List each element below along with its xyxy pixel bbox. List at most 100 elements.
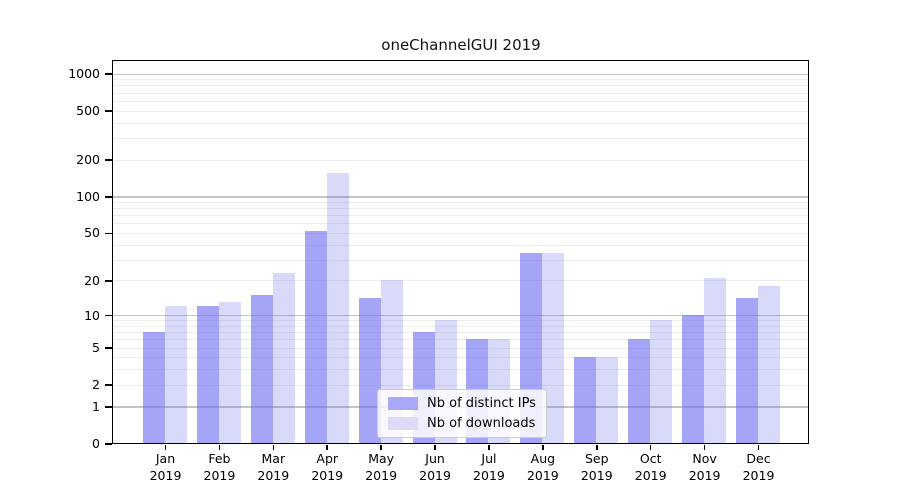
x-label-year: 2019 bbox=[365, 467, 398, 483]
gridline-y-1000 bbox=[113, 73, 808, 75]
gridline-y-40 bbox=[113, 244, 808, 246]
gridline-layer bbox=[113, 61, 808, 443]
x-tick-label-may-2019: May 2019 bbox=[341, 451, 421, 484]
x-label-year: 2019 bbox=[526, 467, 559, 483]
y-tick-2 bbox=[105, 384, 112, 386]
gridline-y-300 bbox=[113, 137, 808, 139]
gridline-y-60 bbox=[113, 223, 808, 225]
gridline-y-200 bbox=[113, 159, 808, 161]
bar-nb-of-distinct-ips-mar-2019 bbox=[250, 295, 273, 443]
bar-nb-of-downloads-oct-2019 bbox=[650, 320, 673, 443]
x-label-month: Dec bbox=[746, 451, 771, 466]
x-label-month: Jan bbox=[155, 451, 176, 466]
x-tick-dec-2019 bbox=[757, 445, 760, 450]
x-label-month: Sep bbox=[584, 451, 609, 466]
bar-nb-of-downloads-feb-2019 bbox=[218, 302, 241, 443]
gridline-y-10 bbox=[113, 315, 808, 317]
bar-nb-of-distinct-ips-jan-2019 bbox=[143, 332, 165, 443]
y-tick-label-1: 1 bbox=[92, 398, 100, 414]
x-tick-label-dec-2019: Dec 2019 bbox=[719, 451, 799, 484]
bar-nb-of-downloads-nov-2019 bbox=[704, 277, 727, 443]
bar-nb-of-distinct-ips-oct-2019 bbox=[628, 339, 651, 443]
gridline-y-3 bbox=[113, 369, 808, 371]
legend-label-nb-of-distinct-ips: Nb of distinct IPs bbox=[427, 396, 536, 411]
gridline-y-100 bbox=[113, 196, 808, 198]
x-tick-label-jul-2019: Jul 2019 bbox=[449, 451, 529, 484]
y-tick-label-5: 5 bbox=[92, 340, 100, 356]
x-label-year: 2019 bbox=[473, 467, 505, 483]
x-tick-jul-2019 bbox=[488, 445, 490, 450]
legend: Nb of distinct IPs Nb of downloads bbox=[377, 389, 547, 438]
bar-nb-of-distinct-ips-nov-2019 bbox=[682, 315, 705, 443]
x-tick-feb-2019 bbox=[218, 445, 221, 450]
plot-area: Nb of distinct IPs Nb of downloads bbox=[112, 60, 809, 444]
gridline-y-900 bbox=[113, 79, 808, 81]
y-tick-10 bbox=[105, 314, 112, 317]
gridline-y-5 bbox=[113, 347, 808, 349]
x-tick-label-oct-2019: Oct 2019 bbox=[611, 451, 691, 484]
x-tick-label-jan-2019: Jan 2019 bbox=[126, 451, 206, 484]
x-tick-aug-2019 bbox=[542, 445, 544, 450]
gridline-y-2 bbox=[113, 384, 808, 386]
x-label-year: 2019 bbox=[203, 467, 236, 483]
chart-title: oneChannelGUI 2019 bbox=[381, 36, 541, 54]
bar-nb-of-downloads-sep-2019 bbox=[596, 357, 619, 443]
y-tick-label-100: 100 bbox=[76, 188, 100, 204]
bar-nb-of-distinct-ips-sep-2019 bbox=[574, 357, 597, 443]
x-label-year: 2019 bbox=[634, 467, 667, 483]
y-tick-20 bbox=[105, 280, 112, 282]
y-tick-label-50: 50 bbox=[84, 225, 100, 241]
x-label-month: Jul bbox=[481, 451, 497, 466]
x-tick-label-sep-2019: Sep 2019 bbox=[557, 451, 637, 484]
x-label-month: Feb bbox=[208, 451, 231, 466]
gridline-y-20 bbox=[113, 280, 808, 282]
bar-nb-of-distinct-ips-apr-2019 bbox=[304, 230, 327, 443]
bar-nb-of-downloads-mar-2019 bbox=[272, 273, 295, 443]
gridline-y-90 bbox=[113, 201, 808, 203]
x-tick-may-2019 bbox=[380, 445, 382, 450]
legend-item-nb-of-downloads: Nb of downloads bbox=[388, 416, 536, 431]
x-tick-mar-2019 bbox=[272, 445, 275, 450]
gridline-y-400 bbox=[113, 122, 808, 124]
x-tick-nov-2019 bbox=[703, 445, 706, 450]
y-tick-5 bbox=[105, 347, 112, 349]
bar-nb-of-distinct-ips-feb-2019 bbox=[196, 306, 219, 443]
x-label-month: Nov bbox=[692, 451, 717, 466]
x-tick-label-nov-2019: Nov 2019 bbox=[665, 451, 745, 484]
y-tick-100 bbox=[105, 196, 112, 198]
gridline-y-80 bbox=[113, 208, 808, 210]
gridline-y-7 bbox=[113, 332, 808, 334]
x-label-year: 2019 bbox=[580, 467, 613, 483]
x-tick-label-jun-2019: Jun 2019 bbox=[395, 451, 475, 484]
x-label-year: 2019 bbox=[311, 467, 344, 483]
y-tick-200 bbox=[105, 159, 112, 161]
y-tick-label-10: 10 bbox=[84, 307, 100, 323]
gridline-y-700 bbox=[113, 92, 808, 94]
legend-item-nb-of-distinct-ips: Nb of distinct IPs bbox=[388, 396, 536, 411]
bar-nb-of-downloads-jan-2019 bbox=[165, 306, 187, 443]
legend-label-nb-of-downloads: Nb of downloads bbox=[427, 416, 536, 431]
x-label-month: Jun bbox=[425, 451, 445, 466]
y-tick-label-1000: 1000 bbox=[68, 66, 100, 82]
gridline-y-600 bbox=[113, 100, 808, 102]
legend-swatch-nb-of-distinct-ips bbox=[388, 397, 418, 410]
x-label-month: Mar bbox=[261, 451, 286, 466]
gridline-y-9 bbox=[113, 320, 808, 322]
x-label-year: 2019 bbox=[419, 467, 451, 483]
x-label-year: 2019 bbox=[257, 467, 290, 483]
x-tick-label-apr-2019: Apr 2019 bbox=[287, 451, 367, 484]
x-label-month: Aug bbox=[530, 451, 556, 466]
x-tick-label-mar-2019: Mar 2019 bbox=[233, 451, 313, 484]
y-tick-50 bbox=[105, 232, 112, 235]
legend-swatch-nb-of-downloads bbox=[388, 417, 418, 430]
gridline-y-50 bbox=[113, 232, 808, 234]
y-tick-label-500: 500 bbox=[76, 103, 100, 119]
gridline-y-500 bbox=[113, 110, 808, 112]
gridline-y-6 bbox=[113, 339, 808, 341]
x-tick-apr-2019 bbox=[326, 445, 328, 450]
x-tick-sep-2019 bbox=[596, 445, 598, 450]
y-tick-0 bbox=[105, 443, 112, 445]
bar-nb-of-distinct-ips-dec-2019 bbox=[736, 298, 758, 443]
gridline-y-30 bbox=[113, 259, 808, 261]
